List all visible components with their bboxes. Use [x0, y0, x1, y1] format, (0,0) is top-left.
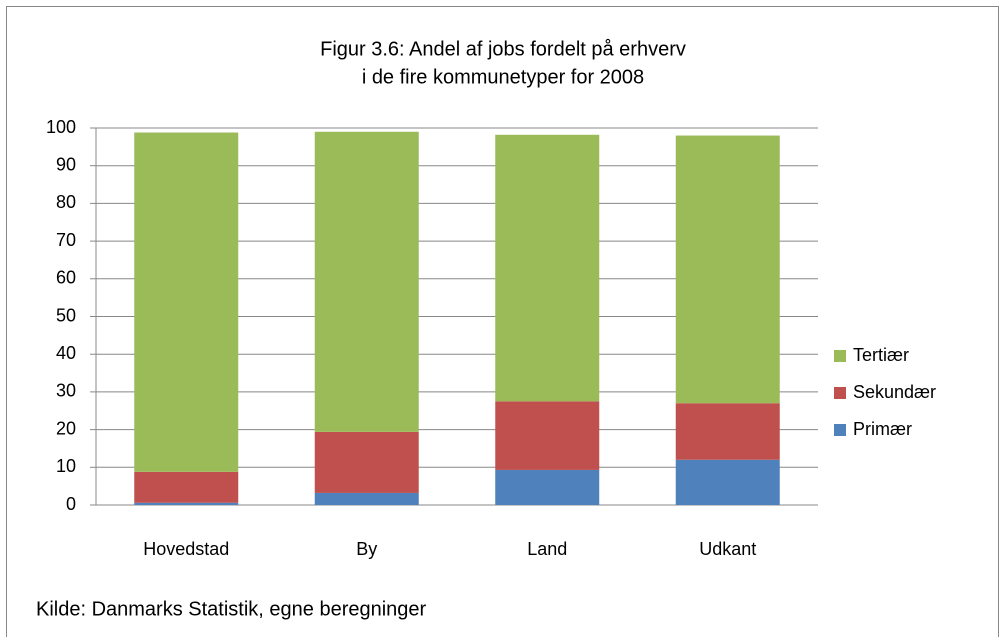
- x-tick-label: Hovedstad: [143, 539, 229, 559]
- legend-swatch: [834, 387, 846, 399]
- legend-swatch: [834, 350, 846, 362]
- y-tick-label: 10: [56, 456, 76, 476]
- bar-segment: [314, 431, 419, 493]
- y-tick-label: 20: [56, 418, 76, 438]
- chart-title: Figur 3.6: Andel af jobs fordelt på erhv…: [320, 38, 686, 60]
- y-tick-label: 50: [56, 305, 76, 325]
- bar-segment: [675, 135, 780, 404]
- x-tick-label: Land: [527, 539, 567, 559]
- legend-swatch: [834, 424, 846, 436]
- y-tick-label: 40: [56, 343, 76, 363]
- x-tick-label: Udkant: [699, 539, 756, 559]
- bar-segment: [495, 469, 600, 505]
- y-tick-label: 30: [56, 381, 76, 401]
- legend-label: Primær: [853, 419, 912, 439]
- source-note: Kilde: Danmarks Statistik, egne beregnin…: [36, 598, 427, 620]
- y-tick-label: 80: [56, 192, 76, 212]
- bar-segment: [314, 492, 419, 505]
- bar-segment: [134, 502, 239, 505]
- y-tick-label: 0: [66, 494, 76, 514]
- y-tick-label: 60: [56, 268, 76, 288]
- y-tick-label: 90: [56, 154, 76, 174]
- x-tick-label: By: [356, 539, 377, 559]
- bar-segment: [495, 134, 600, 402]
- bar-segment: [134, 132, 239, 472]
- legend-label: Sekundær: [853, 382, 936, 402]
- bar-segment: [675, 459, 780, 505]
- bar-segment: [495, 401, 600, 470]
- bar-segment: [314, 131, 419, 432]
- y-tick-label: 70: [56, 230, 76, 250]
- bar-segment: [675, 403, 780, 460]
- bar-segment: [134, 471, 239, 503]
- y-tick-label: 100: [46, 117, 76, 137]
- chart-title: i de fire kommunetyper for 2008: [362, 66, 644, 88]
- legend-label: Tertiær: [853, 345, 909, 365]
